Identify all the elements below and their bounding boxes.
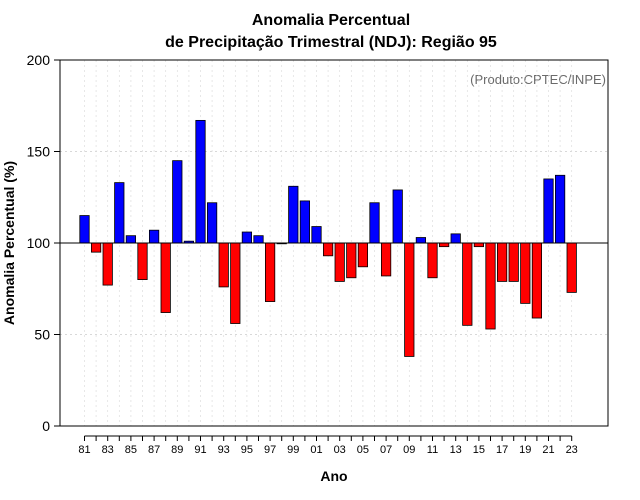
y-tick-label-50: 50 bbox=[34, 327, 50, 343]
bar-11 bbox=[427, 242, 438, 279]
bar-10 bbox=[415, 237, 427, 244]
bar-85 bbox=[125, 235, 136, 244]
bar-03 bbox=[334, 242, 345, 282]
bar-99 bbox=[288, 185, 299, 244]
x-tick-label-21: 21 bbox=[542, 444, 554, 456]
bar-91 bbox=[195, 119, 206, 244]
bar-87 bbox=[148, 229, 160, 244]
bar-09 bbox=[404, 242, 415, 357]
x-tick-label-93: 93 bbox=[218, 444, 230, 456]
bar-01 bbox=[311, 226, 322, 244]
x-tick-label-95: 95 bbox=[241, 444, 253, 456]
bar-86 bbox=[137, 242, 148, 280]
bar-95 bbox=[241, 231, 252, 244]
bar-96 bbox=[253, 235, 264, 244]
x-tick-label-03: 03 bbox=[334, 444, 346, 456]
bar-20 bbox=[531, 242, 543, 319]
bar-21 bbox=[543, 178, 554, 244]
bar-92 bbox=[206, 202, 218, 244]
credit-label: (Produto:CPTEC/INPE) bbox=[470, 72, 606, 87]
bar-94 bbox=[230, 242, 241, 324]
y-axis-title: Anomalia Percentual (%) bbox=[1, 161, 17, 325]
bar-82 bbox=[91, 242, 102, 253]
bar-08 bbox=[392, 189, 403, 244]
x-tick-label-09: 09 bbox=[403, 444, 415, 456]
x-tick-label-07: 07 bbox=[380, 444, 392, 456]
bar-00 bbox=[299, 200, 311, 244]
bar-05 bbox=[357, 242, 369, 268]
bar-17 bbox=[496, 242, 508, 282]
x-tick-label-19: 19 bbox=[519, 444, 531, 456]
bar-22 bbox=[555, 174, 566, 244]
y-tick-label-0: 0 bbox=[42, 418, 50, 434]
chart-title-line1: Anomalia Percentual bbox=[252, 12, 410, 29]
bars bbox=[79, 119, 577, 357]
bar-83 bbox=[102, 242, 113, 286]
bar-18 bbox=[508, 242, 519, 282]
x-tick-label-89: 89 bbox=[171, 444, 183, 456]
x-axis-title: Ano bbox=[320, 468, 347, 484]
bar-06 bbox=[369, 202, 380, 244]
x-tick-label-05: 05 bbox=[357, 444, 369, 456]
y-tick-label-150: 150 bbox=[27, 144, 51, 160]
bar-07 bbox=[380, 242, 392, 277]
x-tick-label-23: 23 bbox=[566, 444, 578, 456]
x-tick-label-87: 87 bbox=[148, 444, 160, 456]
x-tick-label-99: 99 bbox=[287, 444, 299, 456]
bar-04 bbox=[346, 242, 357, 279]
bar-13 bbox=[450, 233, 461, 244]
y-tick-label-100: 100 bbox=[27, 235, 51, 251]
bar-89 bbox=[172, 160, 183, 244]
bar-14 bbox=[462, 242, 473, 326]
x-tick-label-81: 81 bbox=[78, 444, 90, 456]
bar-93 bbox=[218, 242, 229, 288]
bar-81 bbox=[79, 215, 90, 244]
bar-12 bbox=[438, 242, 450, 248]
x-tick-label-97: 97 bbox=[264, 444, 276, 456]
grid-lines bbox=[60, 60, 608, 426]
x-tick-label-83: 83 bbox=[102, 444, 114, 456]
x-tick-label-13: 13 bbox=[450, 444, 462, 456]
bar-15 bbox=[473, 242, 485, 248]
bar-02 bbox=[322, 242, 334, 257]
y-tick-label-200: 200 bbox=[27, 52, 51, 68]
bar-19 bbox=[520, 242, 531, 304]
bar-88 bbox=[160, 242, 171, 313]
x-tick-label-91: 91 bbox=[194, 444, 206, 456]
x-tick-label-11: 11 bbox=[427, 444, 438, 456]
bar-23 bbox=[566, 242, 577, 293]
bar-97 bbox=[264, 242, 276, 302]
axes: 0 50 100 150 200 81 83 85 87 89 91 93 95 97 99 01 03 05 07… bbox=[27, 52, 609, 456]
x-tick-label-17: 17 bbox=[496, 444, 508, 456]
bar-84 bbox=[114, 182, 125, 244]
x-tick-label-85: 85 bbox=[125, 444, 137, 456]
x-tick-label-15: 15 bbox=[473, 444, 485, 456]
bar-16 bbox=[485, 242, 496, 330]
chart-title-line2: de Precipitação Trimestral (NDJ): Região… bbox=[165, 34, 497, 51]
x-tick-label-01: 01 bbox=[310, 444, 322, 456]
